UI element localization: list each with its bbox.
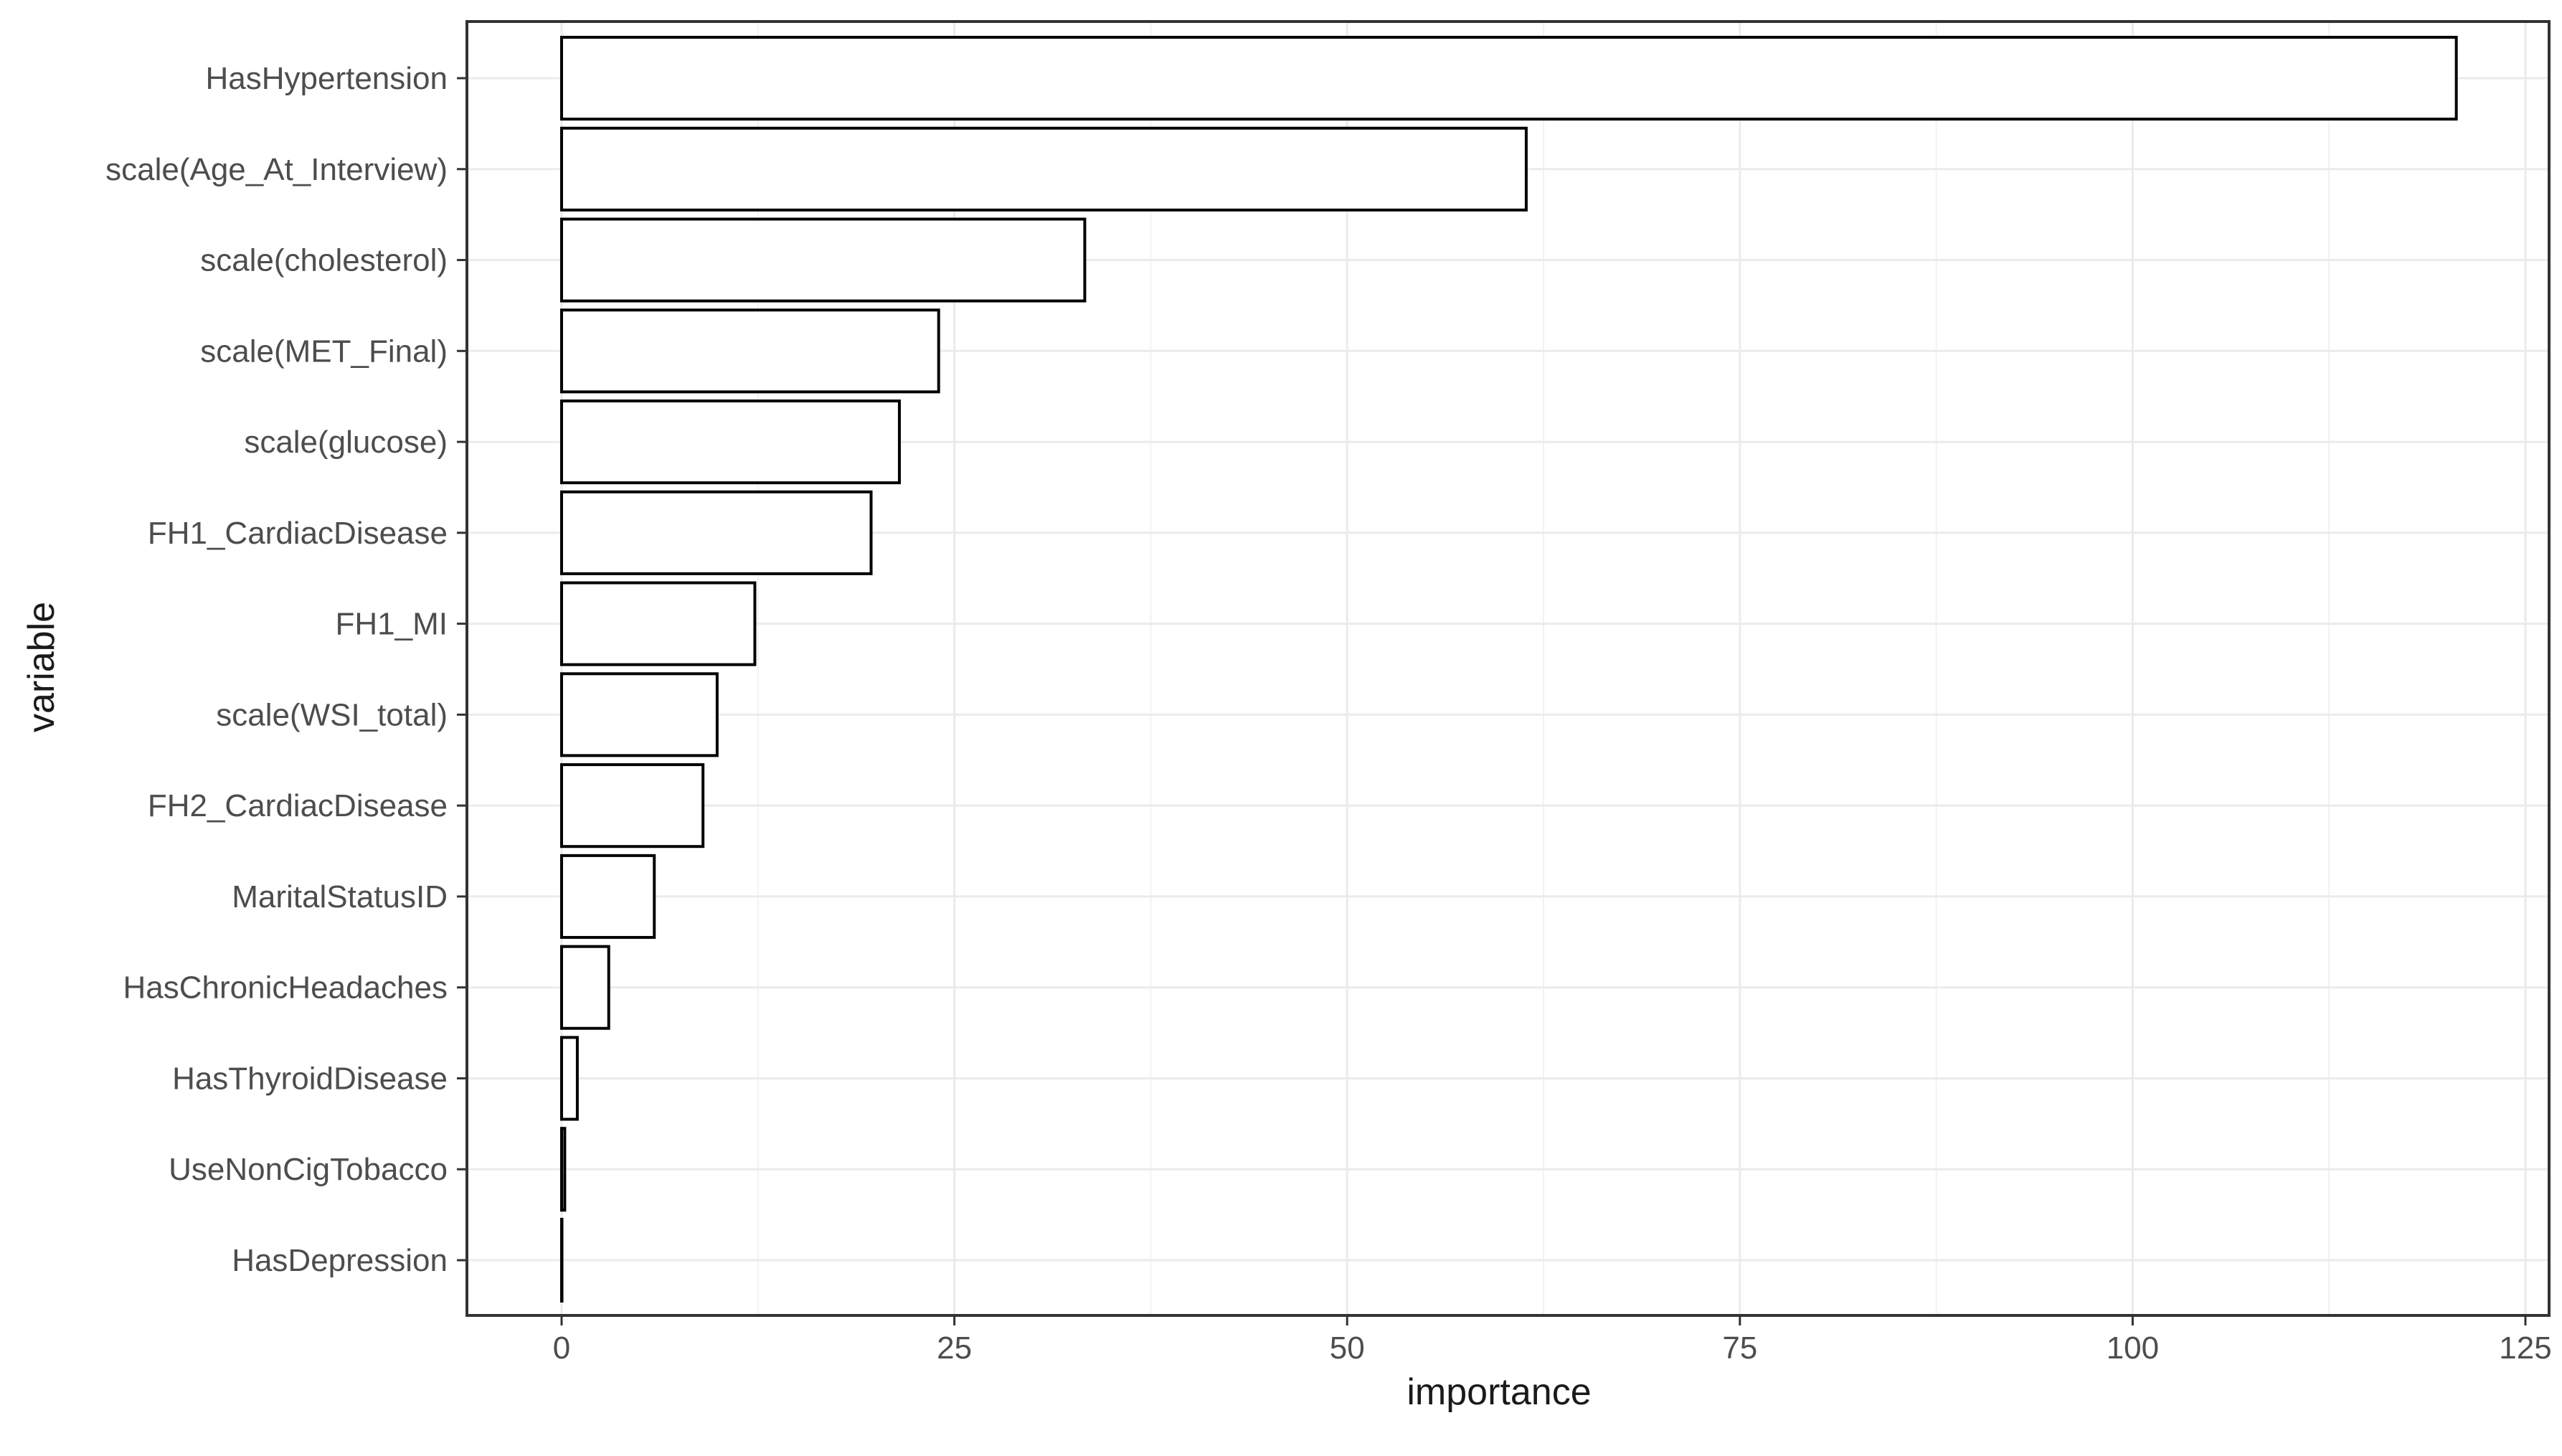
y-tick-label: FH1_CardiacDisease xyxy=(148,516,448,551)
x-axis-title: importance xyxy=(1407,1371,1591,1413)
y-tick-label: HasDepression xyxy=(232,1243,448,1278)
x-tick-label: 50 xyxy=(1330,1330,1365,1366)
bar xyxy=(560,308,940,394)
y-tick-label: scale(MET_Final) xyxy=(200,334,448,369)
y-tick-label: HasChronicHeadaches xyxy=(123,970,448,1006)
x-tick-label: 0 xyxy=(553,1330,570,1366)
y-axis-title: variable xyxy=(21,602,62,732)
x-tick-label: 25 xyxy=(937,1330,972,1366)
bar xyxy=(560,1036,579,1121)
bar xyxy=(560,672,719,757)
y-tick-label: HasThyroidDisease xyxy=(172,1061,448,1096)
bar xyxy=(560,400,901,485)
y-tick-label: scale(Age_At_Interview) xyxy=(105,152,448,187)
bar xyxy=(560,490,873,575)
bar xyxy=(560,1127,567,1212)
bar xyxy=(560,217,1087,303)
axes-layer: HasHypertension scale(Age_At_Interview)sc… xyxy=(105,61,2552,1366)
bar xyxy=(560,35,2458,121)
grid-layer xyxy=(467,22,2549,1315)
y-tick-label: UseNonCigTobacco xyxy=(169,1152,448,1187)
y-tick-label: FH1_MI xyxy=(336,607,448,642)
x-tick-label: 75 xyxy=(1722,1330,1757,1366)
bar xyxy=(560,126,1528,212)
y-tick-label: FH2_CardiacDisease xyxy=(148,788,448,823)
bar xyxy=(560,581,757,666)
bar xyxy=(560,763,705,848)
y-tick-label: scale(cholesterol) xyxy=(200,243,448,278)
y-tick-label: scale(WSI_total) xyxy=(216,697,448,732)
bar xyxy=(560,945,610,1030)
bar xyxy=(560,854,656,939)
bars-layer xyxy=(560,35,2458,1303)
y-tick-label: MaritalStatusID xyxy=(232,879,448,914)
x-tick-label: 125 xyxy=(2499,1330,2551,1366)
panel-border xyxy=(465,20,2551,1317)
x-tick-label: 100 xyxy=(2107,1330,2159,1366)
y-tick-label: HasHypertension xyxy=(206,61,448,96)
y-tick-label: scale(glucose) xyxy=(244,425,448,460)
